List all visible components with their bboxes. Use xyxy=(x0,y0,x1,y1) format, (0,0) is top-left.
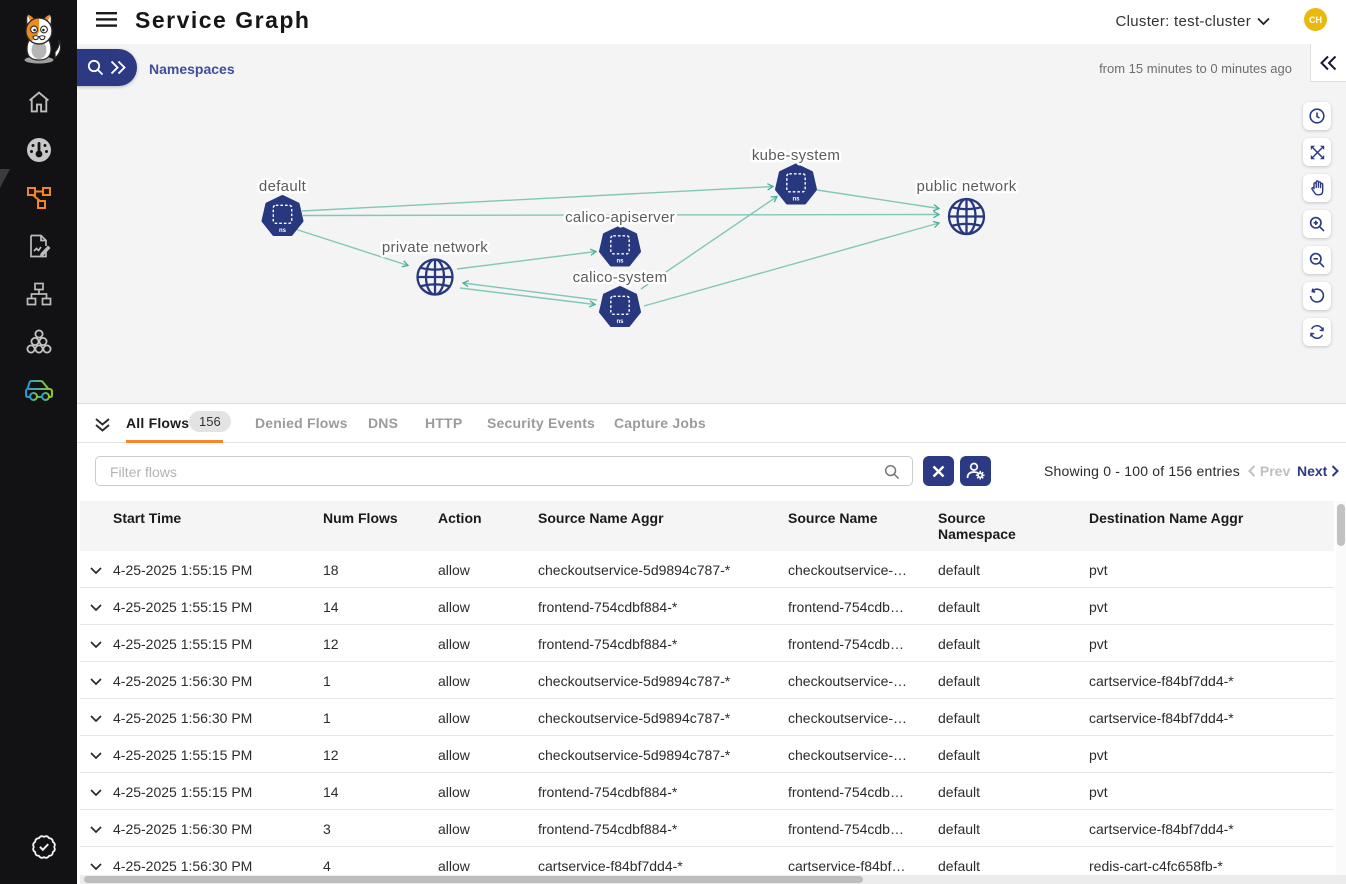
svg-text:public network: public network xyxy=(916,178,1016,195)
svg-text:default: default xyxy=(259,178,307,195)
svg-text:private network: private network xyxy=(382,239,488,256)
svg-text:calico-system: calico-system xyxy=(573,269,668,286)
svg-text:calico-apiserver: calico-apiserver xyxy=(565,209,675,226)
svg-text:kube-system: kube-system xyxy=(752,147,840,164)
